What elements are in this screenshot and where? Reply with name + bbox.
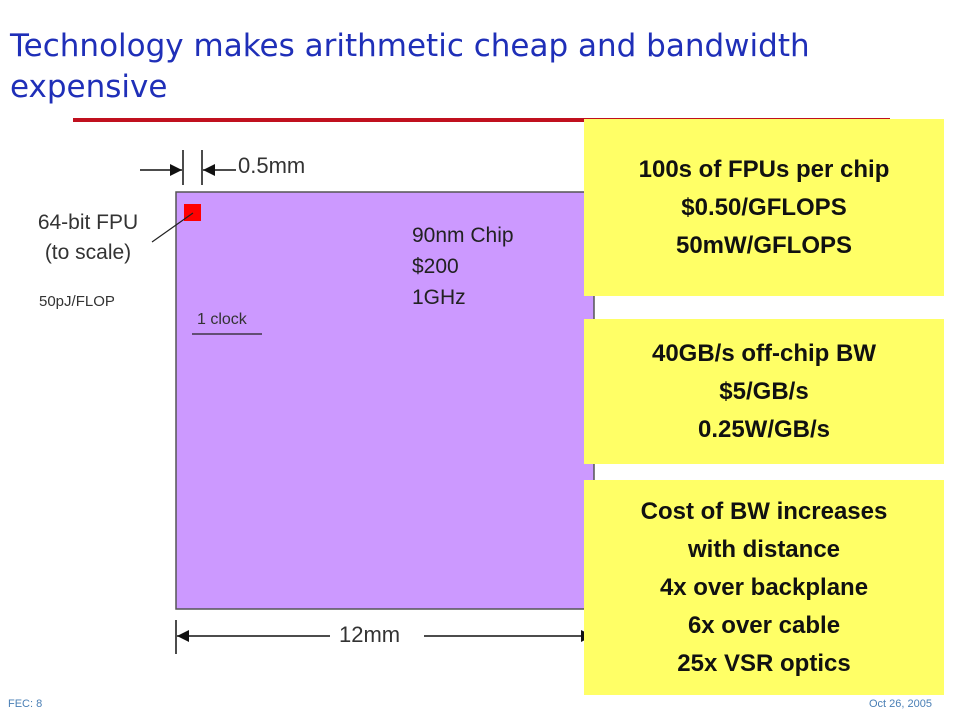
callout-line: 6x over cable	[687, 611, 841, 639]
slide-title: Technology makes arithmetic cheap and ba…	[10, 28, 810, 105]
fpu-label-line: (to scale)	[44, 241, 132, 264]
callout-bandwidth-distance: Cost of BW increases with distance 4x ov…	[584, 480, 944, 695]
energy-per-flop-label: 50pJ/FLOP	[39, 293, 115, 310]
callout-line: 4x over backplane	[659, 573, 869, 601]
fpu-label: 64-bit FPU (to scale)	[14, 208, 162, 268]
chip-label: 90nm Chip $200 1GHz	[412, 220, 514, 313]
chip-label-line: 1GHz	[412, 286, 466, 309]
slide-number: FEC: 8	[8, 698, 43, 710]
fpu-label-line: 64-bit FPU	[37, 211, 139, 234]
chip-label-line: $200	[412, 255, 459, 278]
callout-line: 25x VSR optics	[677, 649, 851, 677]
callout-line: with distance	[687, 535, 841, 563]
callout-line: Cost of BW increases	[640, 497, 888, 525]
callout-line: 50mW/GFLOPS	[675, 231, 853, 259]
chip-width-label: 12mm	[333, 620, 407, 650]
fpu-leader-line	[151, 212, 194, 243]
callout-line: 40GB/s off-chip BW	[651, 339, 876, 367]
clock-distance-label: 1 clock	[197, 311, 247, 328]
fpu-square	[184, 204, 201, 221]
callout-line: $5/GB/s	[719, 377, 809, 405]
callout-line: 0.25W/GB/s	[697, 415, 831, 443]
callout-line: 100s of FPUs per chip	[638, 155, 890, 183]
chip-label-line: 90nm Chip	[412, 224, 514, 247]
callout-line: $0.50/GFLOPS	[681, 193, 847, 221]
slide-date: Oct 26, 2005	[869, 698, 932, 710]
fpu-width-label: 0.5mm	[236, 151, 312, 181]
callout-fpu-cost: 100s of FPUs per chip $0.50/GFLOPS 50mW/…	[584, 119, 944, 296]
chip-rectangle	[175, 191, 595, 610]
callout-offchip-bandwidth: 40GB/s off-chip BW $5/GB/s 0.25W/GB/s	[584, 319, 944, 464]
title-underline-rule	[73, 118, 890, 122]
